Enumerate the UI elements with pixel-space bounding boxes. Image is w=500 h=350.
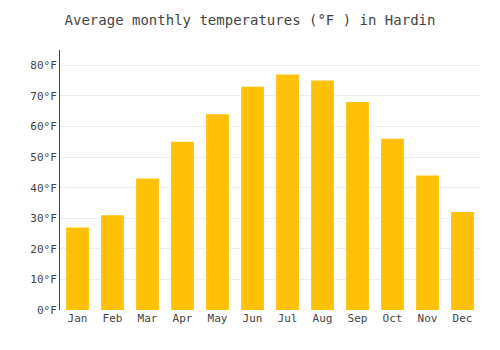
svg-text:Aug: Aug bbox=[313, 312, 333, 325]
svg-text:Mar: Mar bbox=[138, 312, 158, 325]
svg-text:20°F: 20°F bbox=[30, 243, 57, 256]
svg-text:60°F: 60°F bbox=[30, 120, 57, 133]
svg-text:Apr: Apr bbox=[173, 312, 193, 325]
svg-text:10°F: 10°F bbox=[30, 273, 57, 286]
svg-text:May: May bbox=[208, 312, 228, 325]
svg-text:Feb: Feb bbox=[103, 312, 123, 325]
svg-text:Dec: Dec bbox=[453, 312, 473, 325]
svg-text:40°F: 40°F bbox=[30, 182, 57, 195]
svg-text:Oct: Oct bbox=[383, 312, 403, 325]
svg-text:Average monthly temperatures (: Average monthly temperatures (°F ) in Ha… bbox=[65, 12, 436, 28]
svg-text:80°F: 80°F bbox=[30, 59, 57, 72]
svg-text:Sep: Sep bbox=[348, 312, 368, 325]
svg-text:50°F: 50°F bbox=[30, 151, 57, 164]
svg-text:0°F: 0°F bbox=[37, 304, 57, 317]
svg-text:30°F: 30°F bbox=[30, 212, 57, 225]
svg-text:Jul: Jul bbox=[278, 312, 298, 325]
svg-text:Jun: Jun bbox=[243, 312, 263, 325]
svg-text:70°F: 70°F bbox=[30, 90, 57, 103]
svg-text:Jan: Jan bbox=[68, 312, 88, 325]
svg-text:Nov: Nov bbox=[418, 312, 438, 325]
